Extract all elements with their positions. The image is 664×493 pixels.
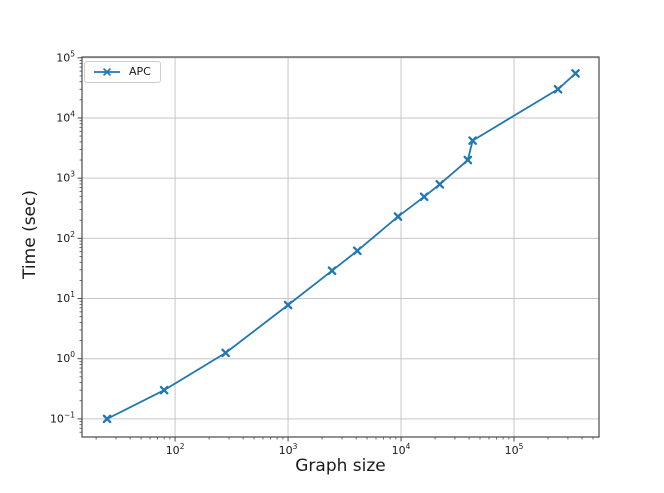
- data-point-marker: [159, 385, 169, 395]
- data-point-marker: [393, 212, 403, 221]
- x-axis-title: Graph size: [295, 456, 386, 476]
- data-point-marker: [221, 348, 230, 358]
- y-tick-label: 105: [56, 49, 75, 64]
- data-point-marker: [571, 69, 580, 78]
- data-point-marker: [468, 136, 477, 145]
- y-tick-label: 103: [56, 170, 75, 185]
- y-tick-label: 10−1: [50, 410, 75, 425]
- data-point-marker: [435, 179, 445, 189]
- legend-item-label: APC: [129, 65, 151, 78]
- x-tick-label: 104: [392, 442, 411, 457]
- y-axis-title: Time (sec): [20, 190, 40, 279]
- data-point-marker: [327, 266, 337, 276]
- y-tick-label: 101: [56, 290, 75, 305]
- y-tick-label: 102: [56, 230, 75, 245]
- axes-frame: [81, 56, 600, 438]
- data-point-marker: [283, 300, 293, 310]
- x-tick-label: 105: [505, 442, 524, 457]
- x-tick-label: 103: [279, 442, 298, 457]
- data-point-marker: [102, 414, 112, 424]
- data-point-marker: [419, 192, 429, 202]
- y-tick-label: 100: [56, 350, 75, 365]
- data-point-marker: [352, 246, 362, 256]
- legend: APC: [84, 61, 161, 83]
- data-point-marker: [553, 84, 563, 94]
- legend-line-x-marker-icon: [94, 67, 120, 77]
- data-point-marker: [463, 155, 473, 165]
- series-line: [106, 72, 577, 420]
- x-tick-label: 102: [166, 442, 185, 457]
- y-tick-label: 104: [56, 109, 75, 124]
